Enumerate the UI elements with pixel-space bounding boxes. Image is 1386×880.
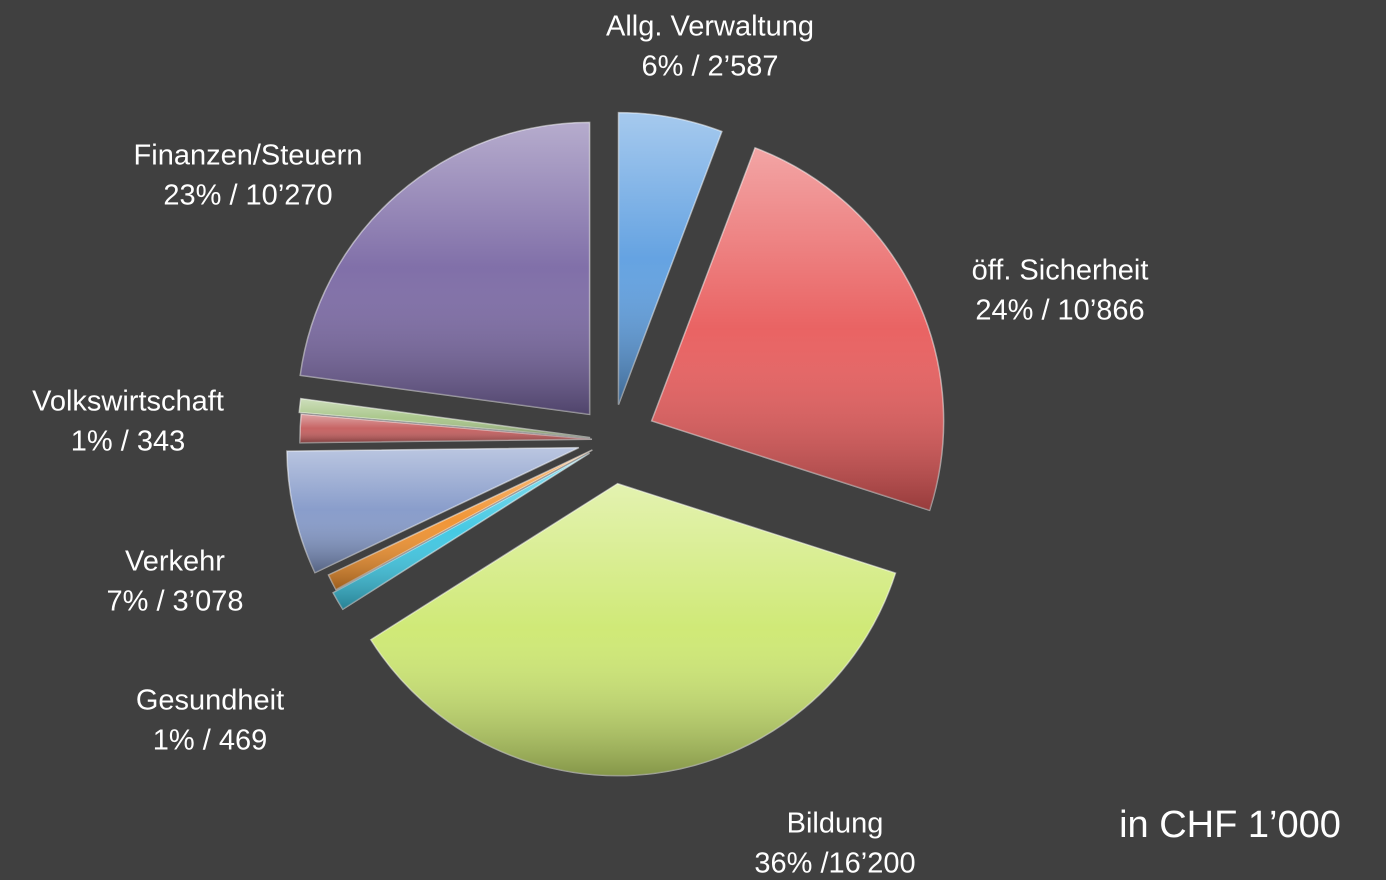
- slice-label: Volkswirtschaft: [32, 386, 224, 418]
- slice-shine: [299, 398, 591, 438]
- slice-label: Allg. Verwaltung: [606, 11, 814, 43]
- slice-shine: [618, 112, 722, 405]
- slice-label: Verkehr: [125, 546, 225, 578]
- slice-value-label: 24% / 10’866: [975, 295, 1144, 327]
- unit-note: in CHF 1’000: [1119, 804, 1341, 846]
- slice-shine: [370, 483, 896, 776]
- slice-shine: [300, 414, 593, 443]
- slice-value-label: 1% / 343: [71, 426, 185, 458]
- slice-value-label: 1% / 469: [153, 725, 267, 757]
- slice-value-label: 6% / 2’587: [641, 51, 778, 83]
- slice-shine: [333, 453, 590, 610]
- slice-shine: [300, 122, 590, 415]
- slice-label: öff. Sicherheit: [972, 255, 1149, 287]
- slice-shine: [286, 447, 579, 573]
- slice-value-label: 23% / 10’270: [163, 180, 332, 212]
- slice-value-label: 36% /16’200: [754, 848, 915, 880]
- slice-shine: [651, 147, 944, 511]
- slice-label: Gesundheit: [136, 685, 284, 717]
- slice-label: Bildung: [787, 808, 884, 840]
- slice-shine: [328, 449, 593, 590]
- slice-label: Finanzen/Steuern: [134, 140, 363, 172]
- slice-value-label: 7% / 3’078: [106, 586, 243, 618]
